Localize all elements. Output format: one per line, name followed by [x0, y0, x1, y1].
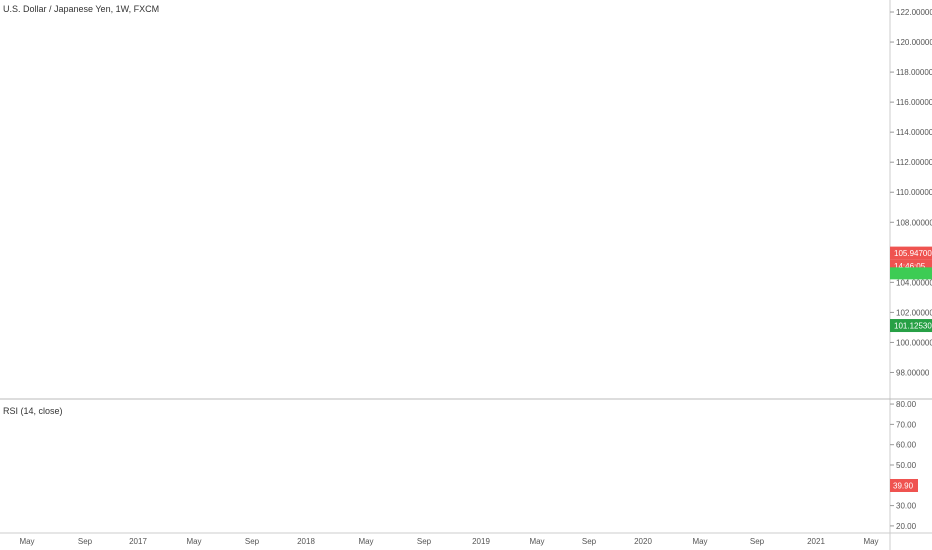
- target-price-label: 101.12530: [894, 322, 932, 331]
- support-badge: [890, 267, 932, 280]
- rsi-title: RSI (14, close): [3, 406, 63, 416]
- price-tick-label: 118.00000: [896, 68, 932, 77]
- price-tick-label: 116.00000: [896, 98, 932, 107]
- price-tick-label: 112.00000: [896, 158, 932, 167]
- rsi-tick-label: 50.00: [896, 461, 917, 470]
- price-tick-label: 110.00000: [896, 188, 932, 197]
- time-tick-label: 2017: [129, 537, 147, 546]
- current-price-badge: [890, 246, 932, 260]
- price-tick-label: 100.00000: [896, 338, 932, 347]
- time-tick-label: May: [692, 537, 707, 546]
- current-price-label: 105.94700: [894, 249, 932, 258]
- price-tick-label: 102.00000: [896, 308, 932, 317]
- target-price-badge: [890, 319, 932, 333]
- time-tick-label: May: [186, 537, 201, 546]
- rsi-tick-label: 80.00: [896, 400, 917, 409]
- price-tick-label: 108.00000: [896, 218, 932, 227]
- time-tick-label: May: [358, 537, 373, 546]
- time-tick-label: 2020: [634, 537, 652, 546]
- rsi-value-label: 39.90: [893, 481, 914, 490]
- time-tick-label: Sep: [417, 537, 432, 546]
- time-tick-label: 2018: [297, 537, 315, 546]
- price-tick-label: 104.00000: [896, 278, 932, 287]
- symbol-title: U.S. Dollar / Japanese Yen, 1W, FXCM: [3, 4, 159, 14]
- price-tick-label: 114.00000: [896, 128, 932, 137]
- rsi-tick-label: 60.00: [896, 441, 917, 450]
- time-tick-label: Sep: [582, 537, 597, 546]
- time-tick-label: 2021: [807, 537, 825, 546]
- price-tick-label: 120.00000: [896, 38, 932, 47]
- time-tick-label: May: [863, 537, 878, 546]
- rsi-value-badge: [890, 478, 918, 492]
- time-tick-label: Sep: [78, 537, 93, 546]
- price-tick-label: 122.00000: [896, 8, 932, 17]
- time-tick-label: May: [529, 537, 544, 546]
- countdown-label: 14:46:05: [894, 262, 926, 271]
- rsi-tick-label: 30.00: [896, 502, 917, 511]
- rsi-tick-label: 20.00: [896, 522, 917, 531]
- time-tick-label: Sep: [750, 537, 765, 546]
- time-tick-label: May: [19, 537, 34, 546]
- price-tick-label: 98.00000: [896, 368, 930, 377]
- time-tick-label: Sep: [245, 537, 260, 546]
- rsi-tick-label: 70.00: [896, 420, 917, 429]
- time-tick-label: 2019: [472, 537, 490, 546]
